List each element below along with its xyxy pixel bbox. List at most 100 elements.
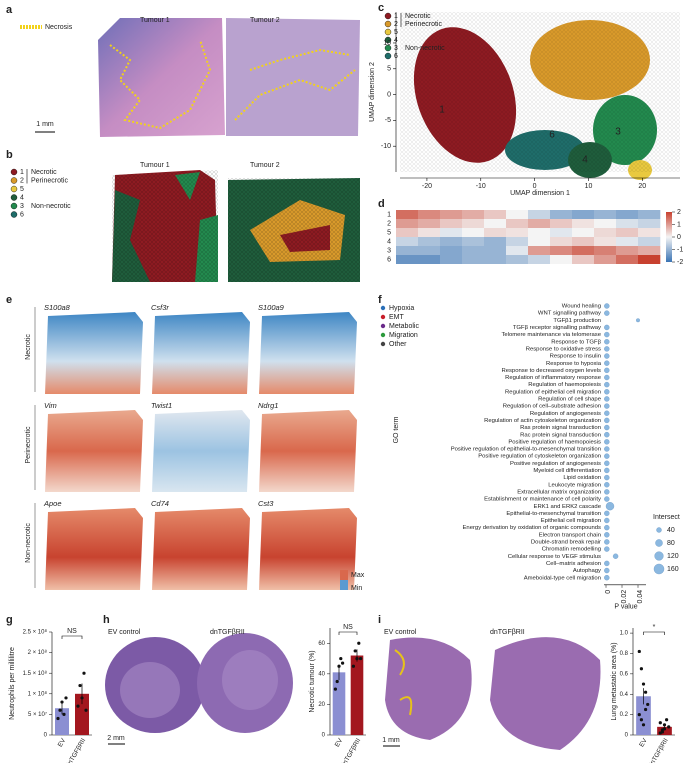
legend-marker <box>10 211 18 218</box>
heatmap-cell <box>616 219 639 228</box>
label: P value <box>614 604 637 611</box>
heatmap-cell <box>418 210 441 219</box>
heatmap-cell <box>396 228 419 237</box>
expression-map <box>152 410 250 492</box>
heatmap-cell <box>528 219 551 228</box>
heatmap-cell <box>572 219 595 228</box>
heatmap-cell <box>594 228 617 237</box>
data-point <box>646 702 650 707</box>
dot <box>604 524 610 531</box>
label: Regulation of inflammatory response <box>505 375 602 381</box>
dot <box>604 417 610 424</box>
cluster-map <box>112 170 360 282</box>
heatmap-cell <box>484 246 507 255</box>
label: 10 <box>383 40 391 47</box>
bar <box>350 655 364 735</box>
label: EV <box>638 737 649 749</box>
heatmap-cell <box>550 255 573 264</box>
legend-marker <box>384 52 392 60</box>
label: * <box>653 624 656 631</box>
dot <box>604 560 610 567</box>
heatmap-cell <box>440 219 463 228</box>
label: 1 <box>20 169 24 176</box>
label: 1 mm <box>36 121 54 128</box>
label: NS <box>343 624 353 631</box>
dot <box>604 482 610 488</box>
data-point <box>644 690 648 694</box>
label: dnTGFβRII <box>490 629 525 636</box>
heatmap-cell <box>462 255 485 264</box>
legend-marker <box>384 28 392 36</box>
heatmap-cell <box>440 246 463 255</box>
panel-label: a <box>6 4 13 16</box>
label: Migration <box>389 332 418 339</box>
dot <box>604 367 610 374</box>
label: Cell–matrix adhesion <box>546 561 601 567</box>
legend-label: Necrosis <box>45 24 73 31</box>
data-point <box>62 712 66 717</box>
heatmap-cell <box>418 237 441 246</box>
heatmap-cell <box>638 255 661 264</box>
heatmap-cell <box>616 237 639 246</box>
label: 1 <box>677 221 681 228</box>
legend-marker <box>384 44 392 52</box>
label: EV <box>57 737 68 749</box>
data-point <box>644 707 648 712</box>
data-point <box>637 649 641 654</box>
heatmap-cell <box>462 246 485 255</box>
label: Apoe <box>43 499 62 508</box>
label: Response to TGFβ <box>551 339 601 345</box>
label: 2 <box>387 220 391 227</box>
label: 6 <box>387 256 391 263</box>
data-point <box>353 649 357 653</box>
dot <box>604 453 610 459</box>
significance-bracket <box>643 631 665 635</box>
dot <box>604 460 610 466</box>
label: Regulation of haemopoiesis <box>528 382 601 388</box>
label: GO term <box>393 416 400 443</box>
label: 20 <box>318 702 325 708</box>
label: Regulation of epithelial cell migration <box>505 389 601 395</box>
heatmap-cell <box>572 210 595 219</box>
label: 0.4 <box>620 692 629 698</box>
legend-marker <box>655 539 663 547</box>
expression-map <box>259 410 357 492</box>
label: Lipid oxidation <box>563 475 601 481</box>
expression-map <box>259 508 357 590</box>
label: 6 <box>20 211 24 218</box>
label: 1 mm <box>382 737 400 744</box>
label: Max <box>351 572 365 579</box>
data-point <box>335 679 339 684</box>
label: -5 <box>385 117 391 124</box>
label: 0.02 <box>621 590 628 604</box>
label: Necrotic <box>31 169 57 176</box>
label: 0 <box>387 91 391 98</box>
label: Epithelial-to-mesenchymal transition <box>506 511 601 517</box>
legend-marker <box>380 332 386 338</box>
label: 80 <box>667 540 675 547</box>
label: 120 <box>667 553 679 560</box>
heatmap-cell <box>572 255 595 264</box>
legend-marker <box>380 305 386 311</box>
panel-label: f <box>378 294 382 306</box>
legend-marker <box>10 202 18 210</box>
label: Metabolic <box>389 323 419 330</box>
legend-marker <box>654 551 664 561</box>
heatmap-cell <box>616 228 639 237</box>
bar <box>75 693 89 735</box>
label: Ameboidal-type cell migration <box>524 575 601 581</box>
label: -2 <box>677 259 683 266</box>
dot <box>604 303 610 309</box>
dot <box>604 467 610 474</box>
expression-map <box>45 312 143 394</box>
colorbar <box>340 570 348 580</box>
panel-label: b <box>6 149 13 161</box>
data-point <box>341 661 345 665</box>
label: Telomere maintenance via telomerase <box>501 332 601 338</box>
expression-map <box>45 410 143 492</box>
legend-marker <box>656 527 662 533</box>
dot <box>604 517 610 524</box>
label: Lung metastatic area (%) <box>611 642 618 720</box>
label: 5 <box>387 66 391 73</box>
dot <box>604 575 610 581</box>
